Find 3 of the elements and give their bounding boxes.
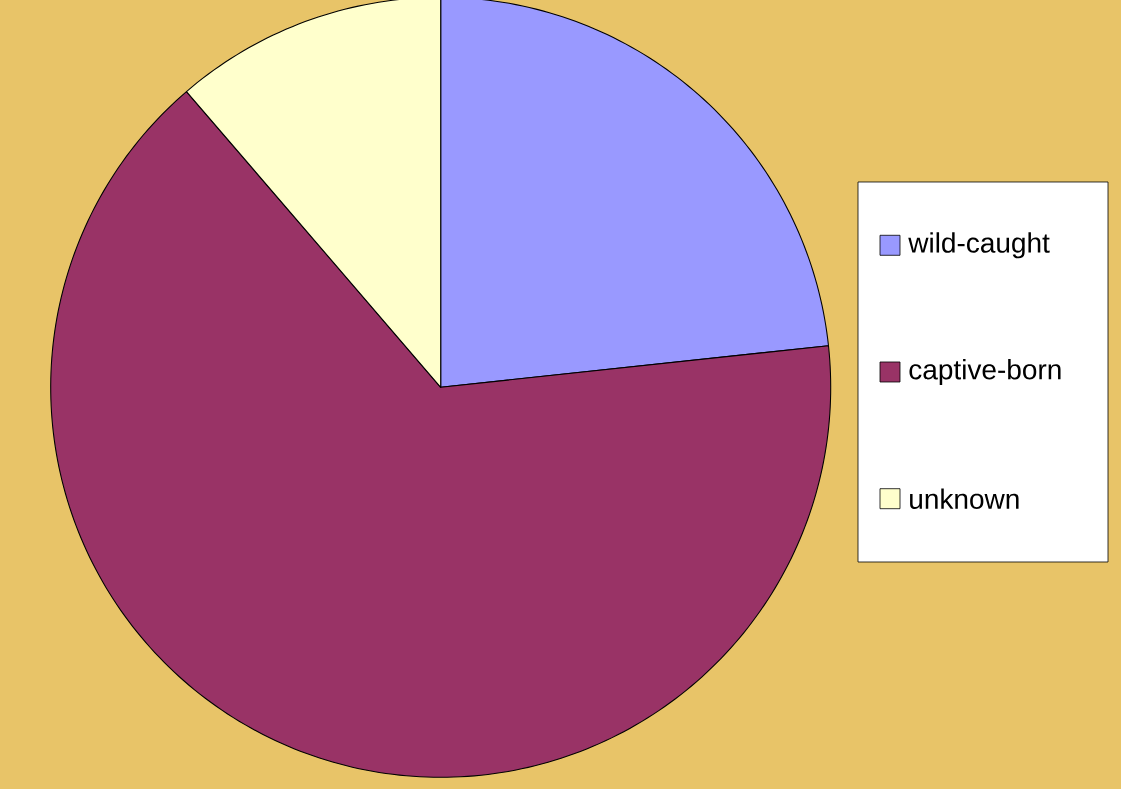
- legend-label: wild-caught: [908, 232, 1050, 259]
- legend-label: captive-born: [909, 358, 1061, 386]
- legend-label: unknown: [910, 488, 1019, 509]
